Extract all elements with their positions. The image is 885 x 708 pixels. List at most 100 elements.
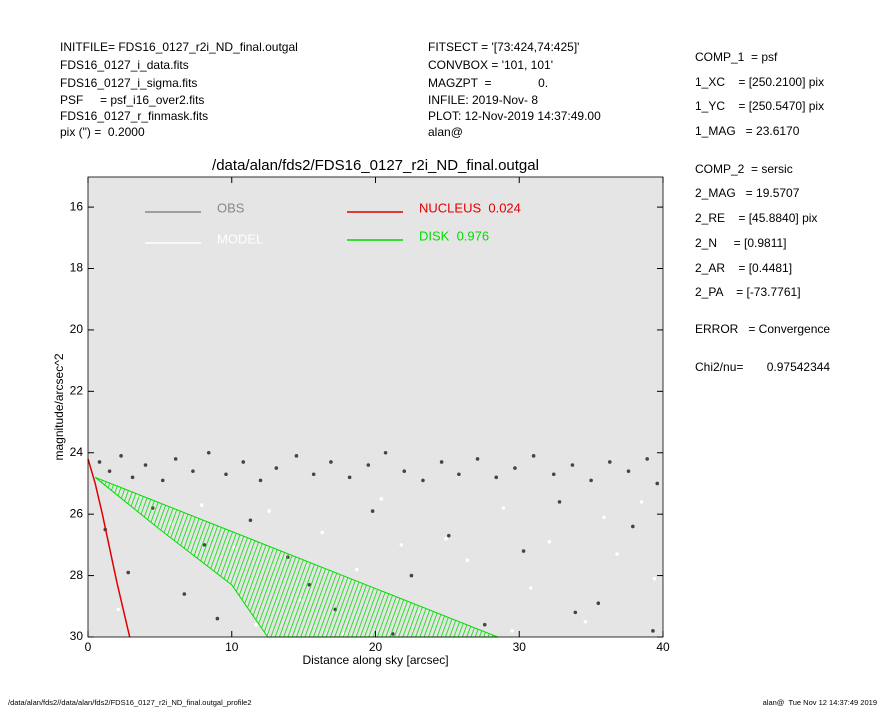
data-point [274,466,279,470]
data-point [119,454,123,458]
data-point [126,570,131,575]
data-point [107,469,112,473]
y-axis-label: magnitude/arcsec^2 [52,353,66,460]
data-point [254,622,258,627]
header-line: pix (") = 0.2000 [60,125,145,139]
data-point [116,607,120,612]
data-point [258,478,263,483]
data-point [347,475,352,480]
data-point [475,457,480,461]
x-tick-label: 0 [85,640,92,654]
data-point [130,475,135,480]
header-line: CONVBOX = '101, 101' [428,58,553,72]
data-point [528,586,533,590]
data-point [457,472,461,477]
component-line: 2_N = [0.9811] [695,236,787,250]
mask [87,637,664,646]
x-tick-label: 20 [369,640,383,654]
y-tick-label: 20 [70,322,84,336]
header-line: INITFILE= FDS16_0127_r2i_ND_final.outgal [60,40,298,54]
data-point [510,629,514,633]
data-point [551,472,556,477]
data-point [402,469,407,473]
data-point [447,533,451,538]
footer-right: alan@ Tue Nov 12 14:37:49 2019 [763,698,877,707]
header-line: FDS16_0127_r_finmask.fits [60,109,208,123]
component-line: Chi2/nu= 0.97542344 [695,360,830,374]
legend-label: DISK 0.976 [419,228,489,243]
y-tick-label: 30 [70,629,84,643]
data-point [589,478,593,483]
data-point [143,463,148,467]
component-line: COMP_1 = psf [695,50,778,64]
header-line: PLOT: 12-Nov-2019 14:37:49.00 [428,109,601,123]
x-tick-label: 30 [513,640,527,654]
x-axis-label: Distance along sky [arcsec] [302,653,448,667]
data-point [494,475,499,480]
data-point [531,454,536,458]
data-point [267,509,271,513]
component-line: 2_MAG = 19.5707 [695,186,800,200]
x-tick-label: 40 [656,640,670,654]
header-line: FDS16_0127_i_sigma.fits [60,76,197,90]
data-point [547,540,552,544]
data-point [399,543,404,547]
data-point [631,524,635,529]
data-point [97,460,102,464]
chart-title: /data/alan/fds2/FDS16_0127_r2i_ND_final.… [212,157,539,174]
data-point [206,450,211,455]
component-line: 1_YC = [250.5470] pix [695,99,824,113]
component-line: 1_XC = [250.2100] pix [695,75,824,89]
data-point [311,472,316,477]
data-point [608,460,612,464]
data-point [615,552,619,556]
data-point [173,457,178,461]
y-tick-label: 24 [70,445,84,459]
data-point [573,610,578,615]
header-line: PSF = psf_i16_over2.fits [60,93,204,107]
data-point [513,466,517,470]
data-point [596,601,601,606]
data-point [329,460,333,464]
data-point [355,567,359,572]
y-tick-label: 16 [70,199,84,213]
header-line: FDS16_0127_i_data.fits [60,58,189,72]
data-point [366,463,371,467]
data-point [215,616,220,621]
data-point [583,619,588,624]
data-point [444,536,448,541]
data-point [383,450,388,455]
data-point [465,558,470,563]
data-point [439,460,444,464]
data-point [639,500,644,504]
data-point [651,629,655,633]
x-tick-label: 10 [225,640,239,654]
data-point [294,454,299,458]
data-point [224,472,228,477]
y-tick-label: 22 [70,384,84,398]
legend-label: MODEL [217,231,263,246]
data-point [652,576,657,581]
data-point [482,622,487,627]
data-point [370,509,375,513]
header-line: INFILE: 2019-Nov- 8 [428,93,538,107]
data-point [182,592,187,596]
plot-area [88,177,663,637]
legend-label: NUCLEUS 0.024 [419,200,521,215]
data-point [626,469,631,473]
data-point [241,460,246,464]
data-point [191,469,195,473]
profile-line [87,458,131,638]
data-point [570,463,575,467]
header-line: alan@ [428,125,463,139]
component-line: 2_PA = [-73.7761] [695,285,801,299]
component-line: 1_MAG = 23.6170 [695,124,800,138]
data-point [199,503,204,507]
y-tick-label: 26 [70,506,84,520]
header-line: FITSECT = '[73:424,74:425]' [428,40,579,54]
data-point [248,518,253,523]
data-point [421,478,425,483]
data-point [655,481,660,486]
data-point [521,549,526,553]
